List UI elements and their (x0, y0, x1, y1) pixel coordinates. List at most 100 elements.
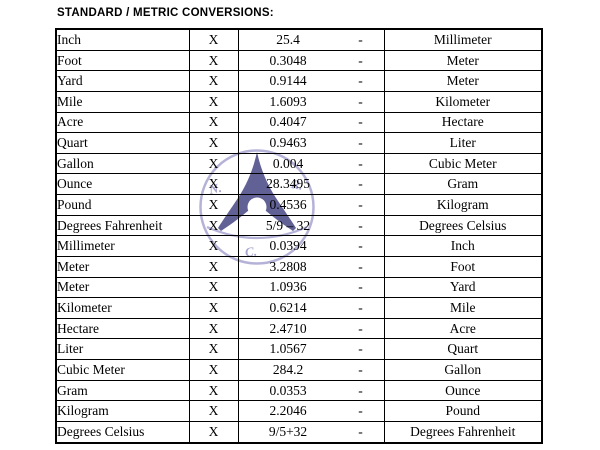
conversion-factor: 0.0353 (269, 382, 307, 398)
factor-cell: 0.004 - (237, 152, 385, 175)
to-unit-cell: Kilometer (383, 90, 543, 113)
conversion-factor: 9/5+32 (268, 423, 308, 439)
table-row: Pound X 0.4536 - Kilogram (55, 194, 543, 216)
factor-cell: 0.9144 - (237, 70, 385, 92)
multiply-symbol-cell: X (188, 194, 239, 216)
conversion-factor: 28.3495 (266, 176, 310, 192)
dash-separator: - (358, 52, 363, 68)
conversion-table-body: Inch X 25.4 - Millimeter Foot X 0.3048 -… (55, 28, 543, 444)
table-row: Gram X 0.0353 - Ounce (55, 379, 543, 402)
conversion-factor: 0.9463 (269, 135, 307, 151)
from-unit-cell: Liter (55, 338, 190, 361)
dash-separator: - (358, 196, 363, 212)
table-row: Yard X 0.9144 - Meter (55, 70, 543, 92)
multiply-symbol-cell: X (188, 420, 239, 444)
table-row: Kilogram X 2.2046 - Pound (55, 400, 543, 422)
to-unit-cell: Inch (383, 235, 543, 257)
dash-separator: - (358, 403, 363, 419)
from-unit-cell: Hectare (55, 317, 190, 340)
conversion-factor: 2.4710 (269, 320, 307, 336)
factor-cell: 3.2808 - (237, 255, 385, 278)
factor-cell: 1.0936 - (237, 276, 385, 299)
multiply-symbol-cell: X (188, 132, 239, 154)
multiply-symbol-cell: X (188, 317, 239, 340)
multiply-symbol-cell: X (188, 276, 239, 299)
factor-cell: 0.6214 - (237, 297, 385, 319)
from-unit-cell: Gallon (55, 152, 190, 175)
conversion-factor: 0.9144 (269, 73, 307, 89)
factor-cell: 0.3048 - (237, 49, 385, 72)
dash-separator: - (358, 341, 363, 357)
table-row: Degrees Fahrenheit X 5/9 – 32 - Degrees … (55, 214, 543, 237)
from-unit-cell: Gram (55, 379, 190, 402)
from-unit-cell: Degrees Celsius (55, 420, 190, 444)
conversion-factor: 0.4536 (269, 196, 307, 212)
factor-wrap: 0.9144 - (239, 73, 383, 89)
factor-cell: 2.4710 - (237, 317, 385, 340)
dash-separator: - (358, 238, 363, 254)
table-row: Meter X 3.2808 - Foot (55, 255, 543, 278)
to-unit-cell: Meter (383, 70, 543, 92)
factor-wrap: 0.004 - (239, 155, 383, 172)
to-unit-cell: Ounce (383, 379, 543, 402)
to-unit-cell: Quart (383, 338, 543, 361)
from-unit-cell: Cubic Meter (55, 359, 190, 381)
factor-cell: 0.0394 - (237, 235, 385, 257)
dash-separator: - (358, 155, 363, 171)
multiply-symbol-cell: X (188, 400, 239, 422)
conversion-factor: 2.2046 (269, 403, 307, 419)
table-row: Mile X 1.6093 - Kilometer (55, 90, 543, 113)
dash-separator: - (358, 258, 363, 274)
conversion-factor: 5/9 – 32 (265, 217, 311, 233)
factor-wrap: 2.4710 - (239, 320, 383, 337)
factor-cell: 9/5+32 - (237, 420, 385, 444)
factor-wrap: 2.2046 - (239, 403, 383, 419)
factor-cell: 1.6093 - (237, 90, 385, 113)
multiply-symbol-cell: X (188, 214, 239, 237)
from-unit-cell: Inch (55, 28, 190, 51)
table-row: Ounce X 28.3495 - Gram (55, 173, 543, 196)
factor-cell: 28.3495 - (237, 173, 385, 196)
multiply-symbol-cell: X (188, 338, 239, 361)
dash-separator: - (358, 423, 363, 439)
to-unit-cell: Yard (383, 276, 543, 299)
dash-separator: - (358, 279, 363, 295)
table-row: Millimeter X 0.0394 - Inch (55, 235, 543, 257)
factor-wrap: 1.0567 - (239, 341, 383, 357)
factor-cell: 2.2046 - (237, 400, 385, 422)
to-unit-cell: Pound (383, 400, 543, 422)
to-unit-cell: Kilogram (383, 194, 543, 216)
factor-cell: 0.4536 - (237, 194, 385, 216)
dash-separator: - (358, 31, 363, 47)
multiply-symbol-cell: X (188, 90, 239, 113)
factor-cell: 0.4047 - (237, 111, 385, 134)
dash-separator: - (358, 382, 363, 398)
dash-separator: - (358, 176, 363, 192)
to-unit-cell: Hectare (383, 111, 543, 134)
conversion-factor: 25.4 (276, 31, 300, 47)
table-row: Acre X 0.4047 - Hectare (55, 111, 543, 134)
page-title: STANDARD / METRIC CONVERSIONS: (57, 7, 274, 19)
factor-cell: 284.2 - (237, 359, 385, 381)
dash-separator: - (358, 135, 363, 151)
dash-separator: - (358, 114, 363, 130)
dash-separator: - (358, 320, 363, 336)
factor-cell: 25.4 - (237, 28, 385, 51)
factor-wrap: 0.6214 - (239, 300, 383, 316)
from-unit-cell: Ounce (55, 173, 190, 196)
from-unit-cell: Pound (55, 194, 190, 216)
factor-wrap: 0.0394 - (239, 238, 383, 254)
to-unit-cell: Millimeter (383, 28, 543, 51)
multiply-symbol-cell: X (188, 152, 239, 175)
multiply-symbol-cell: X (188, 379, 239, 402)
factor-wrap: 1.6093 - (239, 93, 383, 110)
conversion-factor: 0.3048 (269, 52, 307, 68)
multiply-symbol-cell: X (188, 173, 239, 196)
factor-wrap: 3.2808 - (239, 258, 383, 275)
conversion-factor: 1.0567 (269, 341, 307, 357)
to-unit-cell: Cubic Meter (383, 152, 543, 175)
factor-wrap: 0.3048 - (239, 52, 383, 69)
dash-separator: - (358, 93, 363, 109)
table-row: Cubic Meter X 284.2 - Gallon (55, 359, 543, 381)
from-unit-cell: Mile (55, 90, 190, 113)
